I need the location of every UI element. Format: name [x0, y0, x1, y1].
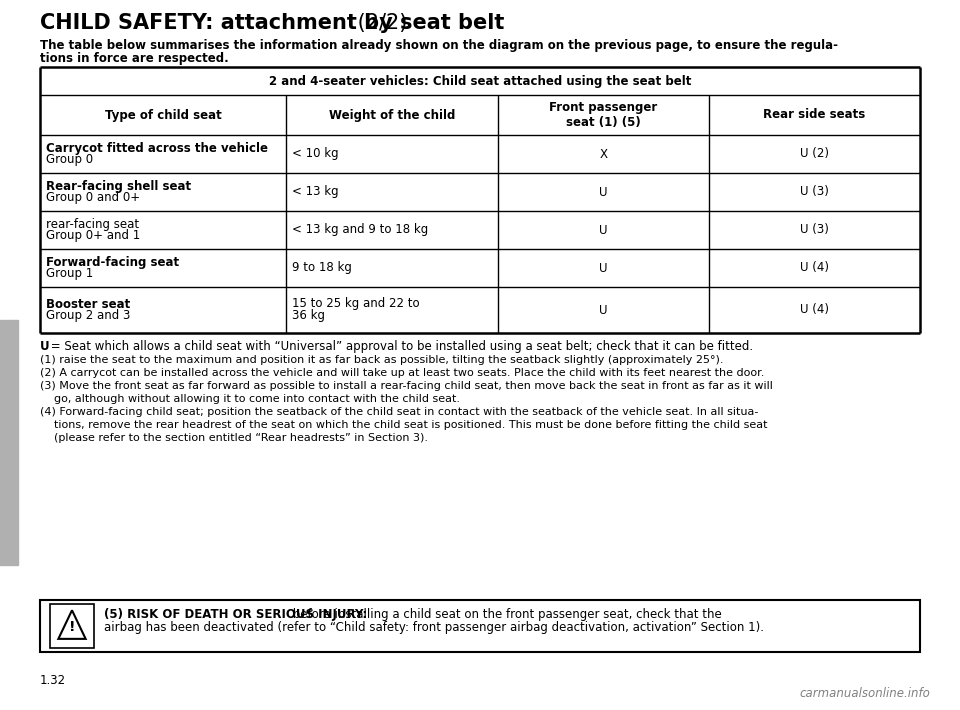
Text: airbag has been deactivated (refer to “Child safety: front passenger airbag deac: airbag has been deactivated (refer to “C… — [104, 621, 764, 634]
Text: (1) raise the seat to the maximum and position it as far back as possible, tilti: (1) raise the seat to the maximum and po… — [40, 355, 724, 365]
Text: Group 1: Group 1 — [46, 267, 93, 280]
Text: 15 to 25 kg and 22 to: 15 to 25 kg and 22 to — [293, 297, 420, 310]
Text: Type of child seat: Type of child seat — [105, 109, 222, 121]
Text: U (3): U (3) — [800, 224, 828, 236]
Text: Group 0+ and 1: Group 0+ and 1 — [46, 229, 140, 242]
Text: < 13 kg: < 13 kg — [293, 185, 339, 199]
Text: U: U — [599, 303, 608, 317]
Text: go, although without allowing it to come into contact with the child seat.: go, although without allowing it to come… — [40, 394, 460, 404]
Text: The table below summarises the information already shown on the diagram on the p: The table below summarises the informati… — [40, 39, 838, 52]
Text: U: U — [599, 261, 608, 275]
Text: U (2): U (2) — [800, 148, 828, 160]
Text: Rear side seats: Rear side seats — [763, 109, 866, 121]
Text: CHILD SAFETY: attachment by seat belt: CHILD SAFETY: attachment by seat belt — [40, 13, 504, 33]
Text: U (3): U (3) — [800, 185, 828, 199]
Text: Carrycot fitted across the vehicle: Carrycot fitted across the vehicle — [46, 142, 268, 155]
Text: U: U — [599, 185, 608, 199]
Bar — [40, 600, 920, 652]
Text: (4) Forward-facing child seat; position the seatback of the child seat in contac: (4) Forward-facing child seat; position … — [40, 407, 758, 417]
Text: 1.32: 1.32 — [40, 674, 66, 687]
Text: Group 0: Group 0 — [46, 153, 93, 166]
Text: Forward-facing seat: Forward-facing seat — [46, 256, 180, 269]
Text: Booster seat: Booster seat — [46, 298, 131, 311]
Text: X: X — [599, 148, 608, 160]
Text: Front passenger
seat (1) (5): Front passenger seat (1) (5) — [549, 101, 658, 129]
Text: U: U — [40, 340, 50, 353]
Text: 2 and 4-seater vehicles: Child seat attached using the seat belt: 2 and 4-seater vehicles: Child seat atta… — [269, 75, 691, 87]
Text: !: ! — [69, 620, 75, 634]
Text: Group 2 and 3: Group 2 and 3 — [46, 309, 131, 322]
Text: U (4): U (4) — [800, 261, 828, 275]
Text: Rear-facing shell seat: Rear-facing shell seat — [46, 180, 191, 193]
Bar — [50, 604, 94, 648]
Text: tions in force are respected.: tions in force are respected. — [40, 52, 228, 65]
Text: (please refer to the section entitled “Rear headrests” in Section 3).: (please refer to the section entitled “R… — [40, 433, 428, 443]
Text: = Seat which allows a child seat with “Universal” approval to be installed using: = Seat which allows a child seat with “U… — [47, 340, 754, 353]
Text: Weight of the child: Weight of the child — [329, 109, 455, 121]
Text: (3) Move the front seat as far forward as possible to install a rear-facing chil: (3) Move the front seat as far forward a… — [40, 381, 773, 391]
Text: 9 to 18 kg: 9 to 18 kg — [293, 261, 352, 275]
Text: Group 0 and 0+: Group 0 and 0+ — [46, 191, 140, 204]
Text: < 10 kg: < 10 kg — [293, 148, 339, 160]
Text: before installing a child seat on the front passenger seat, check that the: before installing a child seat on the fr… — [289, 608, 722, 621]
Text: (2) A carrycot can be installed across the vehicle and will take up at least two: (2) A carrycot can be installed across t… — [40, 368, 764, 378]
Bar — [0, 320, 18, 565]
Text: U (4): U (4) — [800, 303, 828, 317]
Text: < 13 kg and 9 to 18 kg: < 13 kg and 9 to 18 kg — [293, 224, 429, 236]
Text: (2/2): (2/2) — [350, 13, 407, 33]
Text: rear-facing seat: rear-facing seat — [46, 218, 139, 231]
Text: (5) RISK OF DEATH OR SERIOUS INJURY:: (5) RISK OF DEATH OR SERIOUS INJURY: — [104, 608, 368, 621]
Text: carmanualsonline.info: carmanualsonline.info — [799, 687, 930, 700]
Text: 36 kg: 36 kg — [293, 310, 325, 322]
Text: U: U — [599, 224, 608, 236]
Text: tions, remove the rear headrest of the seat on which the child seat is positione: tions, remove the rear headrest of the s… — [40, 420, 767, 430]
